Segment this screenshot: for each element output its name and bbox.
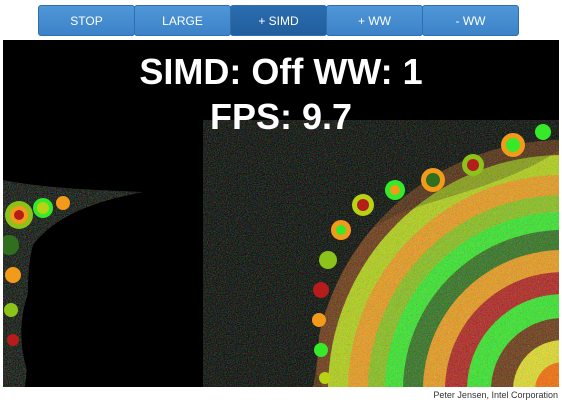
- add-simd-button[interactable]: + SIMD: [230, 5, 327, 36]
- toolbar: STOP LARGE + SIMD + WW - WW: [38, 5, 523, 36]
- right-bulbs: [312, 124, 551, 384]
- simd-ww-status: SIMD: Off WW: 1: [3, 52, 559, 92]
- remove-ww-button[interactable]: - WW: [422, 5, 519, 36]
- author-credit: Peter Jensen, Intel Corporation: [433, 390, 558, 400]
- ww-value: 1: [402, 51, 423, 92]
- fractal-image: [3, 120, 559, 387]
- simd-value: Off: [251, 51, 304, 92]
- right-fractal-edge: [203, 120, 559, 387]
- add-ww-button[interactable]: + WW: [326, 5, 423, 36]
- fps-label: FPS:: [209, 96, 292, 137]
- stop-button[interactable]: STOP: [38, 5, 135, 36]
- fps-status: FPS: 9.7: [3, 97, 559, 137]
- cardioid-body: [21, 215, 319, 387]
- mandelbrot-canvas[interactable]: SIMD: Off WW: 1 FPS: 9.7: [3, 40, 559, 387]
- simd-label: SIMD:: [139, 51, 242, 92]
- right-fractal-region: [303, 120, 559, 387]
- ww-label: WW:: [313, 51, 393, 92]
- fps-value: 9.7: [301, 96, 353, 137]
- large-button[interactable]: LARGE: [134, 5, 231, 36]
- left-bulbs: [3, 196, 70, 346]
